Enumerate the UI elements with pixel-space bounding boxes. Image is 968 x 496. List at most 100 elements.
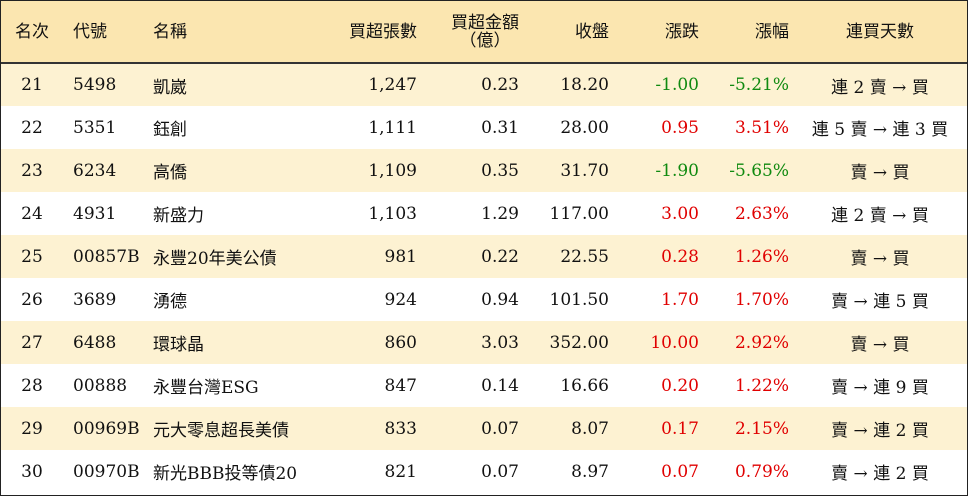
rank-cell: 28 bbox=[21, 375, 43, 396]
rank-cell: 30 bbox=[21, 461, 43, 482]
net-buy-amount-cell: 0.94 bbox=[481, 289, 519, 310]
change-cell: 0.17 bbox=[661, 418, 699, 439]
change-cell: 0.95 bbox=[661, 117, 699, 138]
code-cell: 5498 bbox=[73, 75, 117, 95]
net-buy-lots-cell: 1,247 bbox=[368, 75, 417, 95]
header-net-buy-amount-line1: 買超金額 bbox=[451, 12, 519, 33]
change-pct-cell: -5.65% bbox=[729, 160, 789, 181]
code-cell: 3689 bbox=[73, 289, 117, 310]
name-cell: 湧德 bbox=[153, 292, 187, 312]
change-pct-cell: 2.92% bbox=[734, 332, 789, 353]
net-buy-lots-cell: 924 bbox=[384, 289, 417, 310]
close-cell: 28.00 bbox=[560, 117, 609, 138]
net-buy-amount-cell: 0.22 bbox=[481, 246, 519, 267]
net-buy-lots-cell: 981 bbox=[384, 246, 417, 267]
name-cell: 凱崴 bbox=[153, 77, 187, 98]
buy-streak-cell: 賣 → 連 2 買 bbox=[831, 464, 929, 484]
change-cell: 1.70 bbox=[661, 289, 699, 310]
net-buy-amount-cell: 0.14 bbox=[481, 375, 519, 396]
close-cell: 117.00 bbox=[549, 203, 609, 224]
net-buy-lots-cell: 1,103 bbox=[368, 203, 417, 224]
table-row: 28 00888 永豐台灣ESG 847 0.14 16.66 0.20 1.22% 賣 → 連… bbox=[1, 364, 967, 407]
net-buy-amount-cell: 3.03 bbox=[481, 332, 519, 353]
rank-cell: 23 bbox=[21, 160, 43, 181]
code-cell: 4931 bbox=[73, 203, 117, 224]
close-cell: 31.70 bbox=[560, 160, 609, 181]
header-net-buy-amount-line2: （億） bbox=[459, 30, 511, 51]
change-cell: -1.00 bbox=[655, 75, 699, 95]
name-cell: 環球晶 bbox=[153, 335, 204, 355]
rank-cell: 21 bbox=[21, 75, 43, 95]
rank-cell: 24 bbox=[21, 203, 43, 224]
buy-streak-cell: 賣 → 連 9 買 bbox=[831, 378, 929, 398]
change-pct-cell: 3.51% bbox=[734, 117, 789, 138]
name-cell: 鈺創 bbox=[153, 120, 187, 140]
table-row: 30 00970B 新光BBB投等債20 821 0.07 8.97 0.07 0.79% 賣 … bbox=[1, 450, 967, 493]
close-cell: 18.20 bbox=[560, 75, 609, 95]
buy-streak-cell: 連 5 賣 → 連 3 買 bbox=[811, 120, 949, 140]
buy-streak-cell: 賣 → 連 2 買 bbox=[831, 421, 929, 441]
header-rank: 名次 bbox=[1, 1, 63, 64]
code-cell: 5351 bbox=[73, 117, 117, 138]
header-row: 名次 代號 名稱 買超張數 買超金額 （億） 收盤 漲跌 漲幅 連買天數 bbox=[1, 1, 967, 64]
net-buy-lots-cell: 821 bbox=[384, 461, 417, 482]
net-buy-lots-cell: 1,111 bbox=[368, 117, 417, 138]
table-row: 25 00857B 永豐20年美公債 981 0.22 22.55 0.28 1.26% 賣 →… bbox=[1, 235, 967, 278]
header-code: 代號 bbox=[63, 1, 149, 64]
table-row: 22 5351 鈺創 1,111 0.31 28.00 0.95 3.51% 連 5 賣 → 連… bbox=[1, 106, 967, 149]
change-cell: 0.20 bbox=[661, 375, 699, 396]
change-pct-cell: 1.22% bbox=[734, 375, 789, 396]
net-buy-lots-cell: 847 bbox=[384, 375, 417, 396]
net-buy-lots-cell: 833 bbox=[384, 418, 417, 439]
table-row: 23 6234 高僑 1,109 0.35 31.70 -1.90 -5.65% 賣 → 買 bbox=[1, 149, 967, 192]
change-pct-cell: 2.63% bbox=[734, 203, 789, 224]
change-cell: 0.07 bbox=[661, 461, 699, 482]
change-pct-cell: 2.15% bbox=[734, 418, 789, 439]
net-buy-amount-cell: 0.07 bbox=[481, 418, 519, 439]
net-buy-amount-cell: 0.31 bbox=[481, 117, 519, 138]
buy-streak-cell: 連 2 賣 → 買 bbox=[831, 77, 929, 98]
table-row: 24 4931 新盛力 1,103 1.29 117.00 3.00 2.63% 連 2 賣 →… bbox=[1, 192, 967, 235]
change-pct-cell: 1.26% bbox=[734, 246, 789, 267]
header-close: 收盤 bbox=[523, 1, 613, 64]
name-cell: 高僑 bbox=[153, 163, 187, 183]
buy-streak-cell: 連 2 賣 → 買 bbox=[831, 206, 929, 226]
change-cell: 3.00 bbox=[661, 203, 699, 224]
table-row: 21 5498 凱崴 1,247 0.23 18.20 -1.00 -5.21% 連 2 賣 →… bbox=[1, 63, 967, 106]
change-pct-cell: 1.70% bbox=[734, 289, 789, 310]
table-row: 26 3689 湧德 924 0.94 101.50 1.70 1.70% 賣 → 連 5 買 bbox=[1, 278, 967, 321]
change-cell: 10.00 bbox=[650, 332, 699, 353]
code-cell: 6488 bbox=[73, 332, 117, 353]
header-net-buy-amount: 買超金額 （億） bbox=[421, 1, 523, 64]
header-change: 漲跌 bbox=[613, 1, 703, 64]
change-pct-cell: 0.79% bbox=[734, 461, 789, 482]
close-cell: 22.55 bbox=[560, 246, 609, 267]
rank-cell: 26 bbox=[21, 289, 43, 310]
change-pct-cell: -5.21% bbox=[729, 75, 789, 95]
net-buy-amount-cell: 0.35 bbox=[481, 160, 519, 181]
name-cell: 永豐20年美公債 bbox=[153, 249, 277, 269]
net-buy-amount-cell: 1.29 bbox=[481, 203, 519, 224]
code-cell: 00970B bbox=[73, 461, 140, 482]
buy-streak-cell: 賣 → 買 bbox=[850, 335, 910, 355]
net-buy-lots-cell: 1,109 bbox=[368, 160, 417, 181]
rank-cell: 22 bbox=[21, 117, 43, 138]
net-buy-amount-cell: 0.07 bbox=[481, 461, 519, 482]
name-cell: 永豐台灣ESG bbox=[153, 378, 259, 398]
code-cell: 00888 bbox=[73, 375, 128, 396]
rank-cell: 25 bbox=[21, 246, 43, 267]
header-buy-streak: 連買天數 bbox=[793, 1, 967, 64]
name-cell: 新盛力 bbox=[153, 206, 204, 226]
name-cell: 新光BBB投等債20 bbox=[153, 464, 298, 484]
name-cell: 元大零息超長美債 bbox=[153, 421, 289, 441]
buy-streak-cell: 賣 → 買 bbox=[850, 163, 910, 183]
net-buy-lots-cell: 860 bbox=[384, 332, 417, 353]
header-net-buy-lots: 買超張數 bbox=[334, 1, 421, 64]
table-row: 29 00969B 元大零息超長美債 833 0.07 8.07 0.17 2.15% 賣 → … bbox=[1, 407, 967, 450]
rank-cell: 27 bbox=[21, 332, 43, 353]
change-cell: 0.28 bbox=[661, 246, 699, 267]
rank-cell: 29 bbox=[21, 418, 43, 439]
buy-streak-cell: 賣 → 連 5 買 bbox=[831, 292, 929, 312]
buy-streak-cell: 賣 → 買 bbox=[850, 249, 910, 269]
